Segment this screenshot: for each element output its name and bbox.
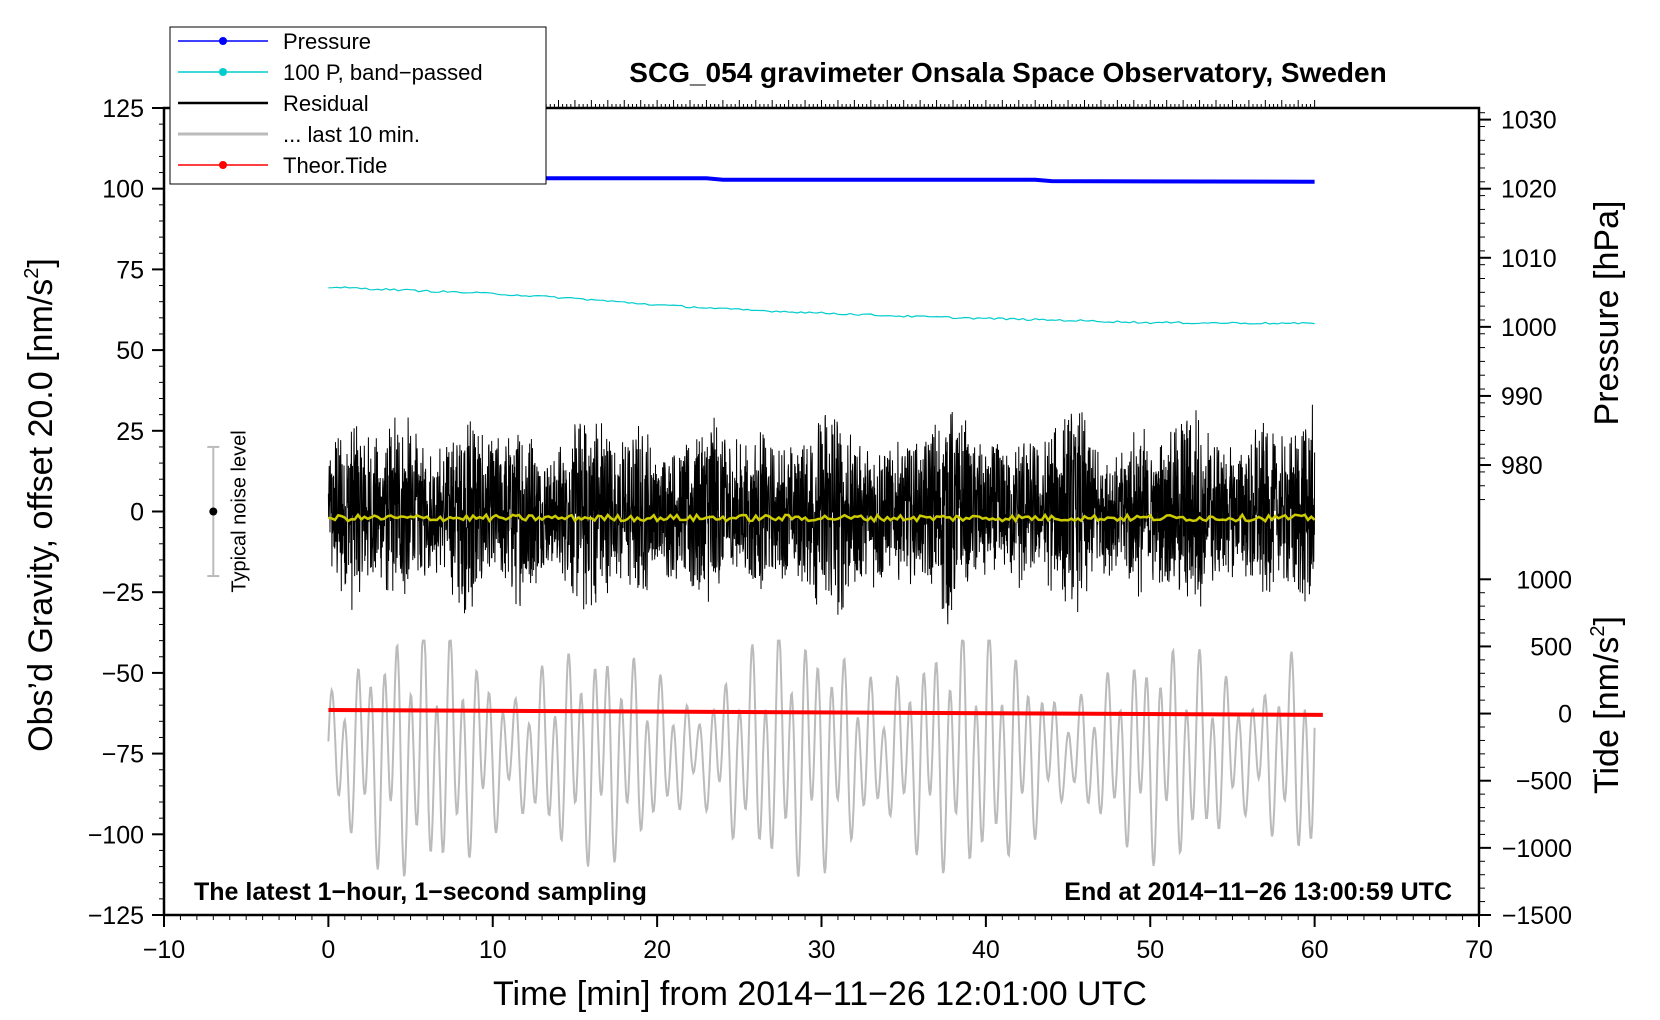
noise-dot	[209, 507, 218, 516]
legend-marker	[219, 161, 227, 169]
legend-marker	[219, 37, 227, 45]
tide-tick-label: 0	[1558, 701, 1572, 729]
y-left-tick-label: −100	[88, 821, 144, 849]
x-tick-label: 0	[321, 936, 335, 964]
pressure-tick-label: 1020	[1501, 176, 1557, 204]
y-left-tick-label: 75	[116, 256, 144, 284]
tide-tick-label: 500	[1530, 633, 1572, 661]
y-left-tick-label: 125	[102, 95, 144, 123]
y-left-tick-label: −75	[102, 741, 144, 769]
series-smoothed-residual	[328, 512, 1316, 524]
y-left-tick-label: 50	[116, 337, 144, 365]
x-tick-label: 10	[479, 936, 507, 964]
series-theor-tide	[328, 708, 1323, 717]
legend-label: Theor.Tide	[283, 153, 387, 178]
pressure-tick-label: 1010	[1501, 245, 1557, 273]
series-band-passed-pressure	[328, 286, 1315, 325]
y-axis-left-title: Obs’d Gravity, offset 20.0 [nm/s2]	[21, 258, 60, 752]
x-axis-title: Time [min] from 2014−11−26 12:01:00 UTC	[493, 975, 1147, 1013]
pressure-tick-label: 990	[1501, 383, 1543, 411]
y-axis-pressure-title: Pressure [hPa]	[1588, 201, 1626, 426]
plot-content	[327, 175, 1323, 877]
tide-tick-label: −1000	[1502, 835, 1572, 863]
series-last-10-min	[327, 639, 1316, 877]
y-axis-tide-title: Tide [nm/s2]	[1587, 616, 1626, 794]
noise-level-indicator: Typical noise level	[207, 430, 250, 593]
pressure-tick-label: 1000	[1501, 314, 1557, 342]
pressure-tick-label: 980	[1501, 452, 1543, 480]
x-tick-label: 40	[972, 936, 1000, 964]
legend-label: Residual	[283, 91, 369, 116]
tide-tick-label: −1500	[1502, 902, 1572, 930]
y-left-tick-label: −125	[88, 902, 144, 930]
series-residual	[327, 404, 1316, 625]
x-tick-label: 50	[1136, 936, 1164, 964]
annotation-end-time: End at 2014−11−26 13:00:59 UTC	[1064, 878, 1452, 906]
y-left-tick-label: 100	[102, 176, 144, 204]
legend-label: Pressure	[283, 29, 371, 54]
x-tick-label: 30	[808, 936, 836, 964]
tide-tick-label: 1000	[1516, 566, 1572, 594]
x-tick-label: −10	[143, 936, 185, 964]
legend-label: ... last 10 min.	[283, 122, 420, 147]
y-left-tick-label: 25	[116, 418, 144, 446]
axes: −10 0 10 20 30 40 50 60 701251007550250−25−50−75…	[88, 95, 1572, 964]
y-left-tick-label: −25	[102, 579, 144, 607]
legend-box	[169, 26, 547, 185]
y-left-tick-label: 0	[130, 499, 144, 527]
legend: Pressure 100 P, band−passed Residual ... la…	[169, 26, 547, 185]
x-tick-label: 70	[1465, 936, 1493, 964]
legend-label: 100 P, band−passed	[283, 60, 483, 85]
annotation-sampling: The latest 1−hour, 1−second sampling	[194, 878, 647, 906]
x-tick-label: 20	[643, 936, 671, 964]
tide-tick-label: −500	[1516, 768, 1572, 796]
x-tick-label: 60	[1301, 936, 1329, 964]
pressure-tick-label: 1030	[1501, 107, 1557, 135]
chart-title: SCG_054 gravimeter Onsala Space Observat…	[629, 57, 1386, 88]
legend-marker	[219, 68, 227, 76]
y-left-tick-label: −50	[102, 660, 144, 688]
noise-label: Typical noise level	[228, 430, 250, 592]
